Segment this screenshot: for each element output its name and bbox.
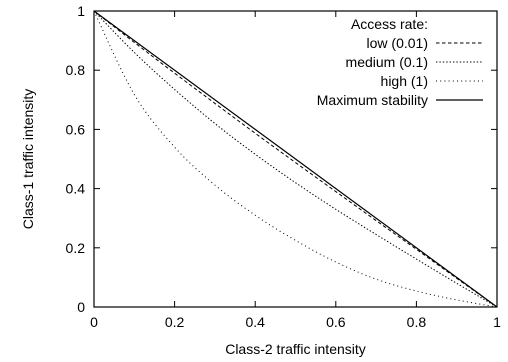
legend-label-0: low (0.01) — [367, 35, 428, 51]
y-tick-label: 0.6 — [66, 121, 86, 137]
x-axis-label: Class-2 traffic intensity — [225, 341, 366, 357]
series-line-1 — [93, 10, 498, 308]
y-tick-label: 0 — [77, 299, 85, 315]
x-tick-label: 0.8 — [407, 314, 427, 330]
axis-ticks: 0 0.2 0.4 0.6 0.8 1 0 0.2 0.4 0.6 0.8 1 — [66, 3, 502, 330]
x-tick-label: 0.4 — [245, 314, 265, 330]
legend-title: Access rate: — [351, 16, 428, 32]
y-tick-label: 1 — [77, 3, 85, 19]
y-tick-label: 0.2 — [66, 240, 86, 256]
x-tick-label: 0.6 — [326, 314, 346, 330]
y-tick-label: 0.4 — [66, 181, 86, 197]
series-group — [93, 10, 498, 308]
y-axis-label: Class-1 traffic intensity — [20, 89, 36, 230]
legend: Access rate: low (0.01) medium (0.1) high (… — [317, 16, 483, 108]
x-tick-label: 0 — [90, 314, 98, 330]
legend-label-1: medium (0.1) — [346, 54, 428, 70]
plot-frame — [93, 10, 498, 308]
series-line-0 — [93, 10, 498, 308]
y-tick-label: 0.8 — [66, 62, 86, 78]
legend-label-3: Maximum stability — [317, 92, 428, 108]
x-tick-label: 1 — [493, 314, 501, 330]
x-tick-label: 0.2 — [165, 314, 185, 330]
legend-label-2: high (1) — [381, 73, 428, 89]
series-line-3 — [93, 10, 498, 308]
